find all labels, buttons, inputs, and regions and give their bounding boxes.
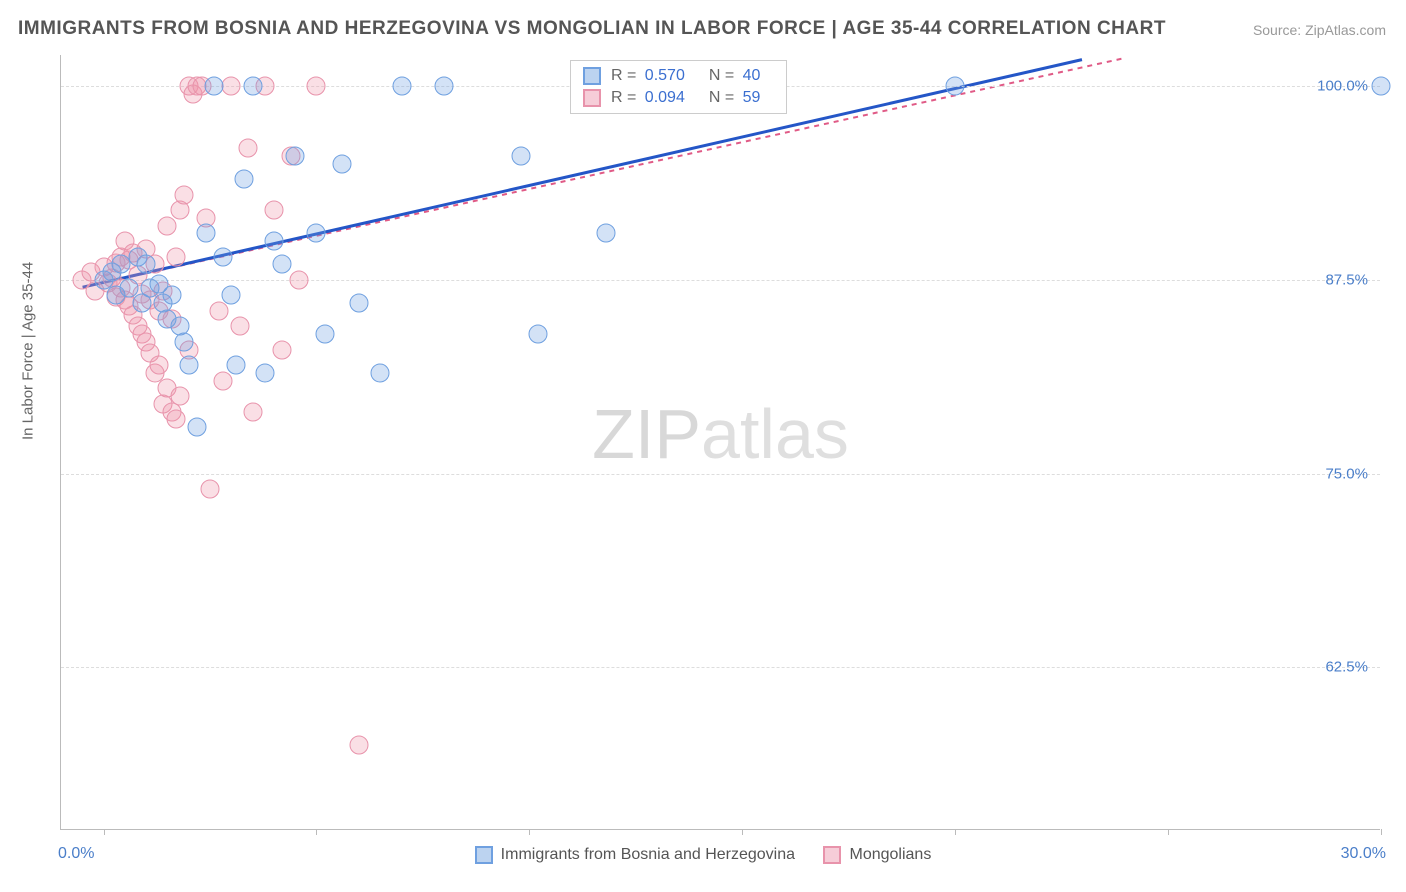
data-point [175,332,194,351]
legend-bottom: Immigrants from Bosnia and Herzegovina M… [0,846,1406,869]
data-point [175,185,194,204]
trend-lines [61,55,1380,829]
data-point [528,325,547,344]
data-point [307,224,326,243]
gridline [61,280,1380,281]
data-point [162,286,181,305]
data-point [350,735,369,754]
data-point [264,201,283,220]
x-tick [104,829,105,835]
data-point [158,216,177,235]
data-point [149,356,168,375]
data-point [435,77,454,96]
data-point [597,224,616,243]
data-point [1372,77,1391,96]
data-point [171,387,190,406]
legend-item-blue: Immigrants from Bosnia and Herzegovina [475,846,795,864]
gridline [61,667,1380,668]
swatch-icon [823,846,841,864]
data-point [137,255,156,274]
gridline [61,474,1380,475]
data-point [239,139,258,158]
data-point [179,356,198,375]
data-point [243,402,262,421]
data-point [209,301,228,320]
data-point [205,77,224,96]
data-point [226,356,245,375]
data-point [256,363,275,382]
watermark: ZIPatlas [592,394,849,474]
plot-area: ZIPatlas 62.5% 75.0% 87.5% 100.0% [60,55,1380,830]
x-tick [316,829,317,835]
data-point [264,232,283,251]
data-point [213,247,232,266]
legend-stats-row-blue: R = 0.570 N = 40 [571,65,786,87]
legend-stats: R = 0.570 N = 40 R = 0.094 N = 59 [570,60,787,114]
data-point [392,77,411,96]
data-point [286,146,305,165]
data-point [511,146,530,165]
chart-title: IMMIGRANTS FROM BOSNIA AND HERZEGOVINA V… [18,18,1166,40]
data-point [188,418,207,437]
swatch-icon [475,846,493,864]
legend-label: Mongolians [849,846,931,864]
data-point [273,255,292,274]
data-point [166,247,185,266]
data-point [350,294,369,313]
swatch-icon [583,67,601,85]
data-point [201,480,220,499]
data-point [371,363,390,382]
data-point [290,270,309,289]
legend-label: Immigrants from Bosnia and Herzegovina [501,846,795,864]
data-point [333,154,352,173]
legend-item-pink: Mongolians [823,846,931,864]
source-label: Source: ZipAtlas.com [1253,22,1386,38]
legend-stats-row-pink: R = 0.094 N = 59 [571,87,786,109]
x-tick [1381,829,1382,835]
data-point [222,286,241,305]
y-tick-label: 87.5% [1325,271,1368,288]
y-tick-label: 100.0% [1317,78,1368,95]
data-point [307,77,326,96]
x-tick [1168,829,1169,835]
data-point [196,224,215,243]
x-tick [955,829,956,835]
data-point [166,410,185,429]
data-point [273,340,292,359]
data-point [213,371,232,390]
data-point [230,317,249,336]
y-tick-label: 62.5% [1325,659,1368,676]
data-point [316,325,335,344]
y-axis-title: In Labor Force | Age 35-44 [20,262,37,440]
data-point [235,170,254,189]
swatch-icon [583,89,601,107]
x-tick [529,829,530,835]
data-point [243,77,262,96]
data-point [222,77,241,96]
y-tick-label: 75.0% [1325,465,1368,482]
x-tick [742,829,743,835]
data-point [946,77,965,96]
